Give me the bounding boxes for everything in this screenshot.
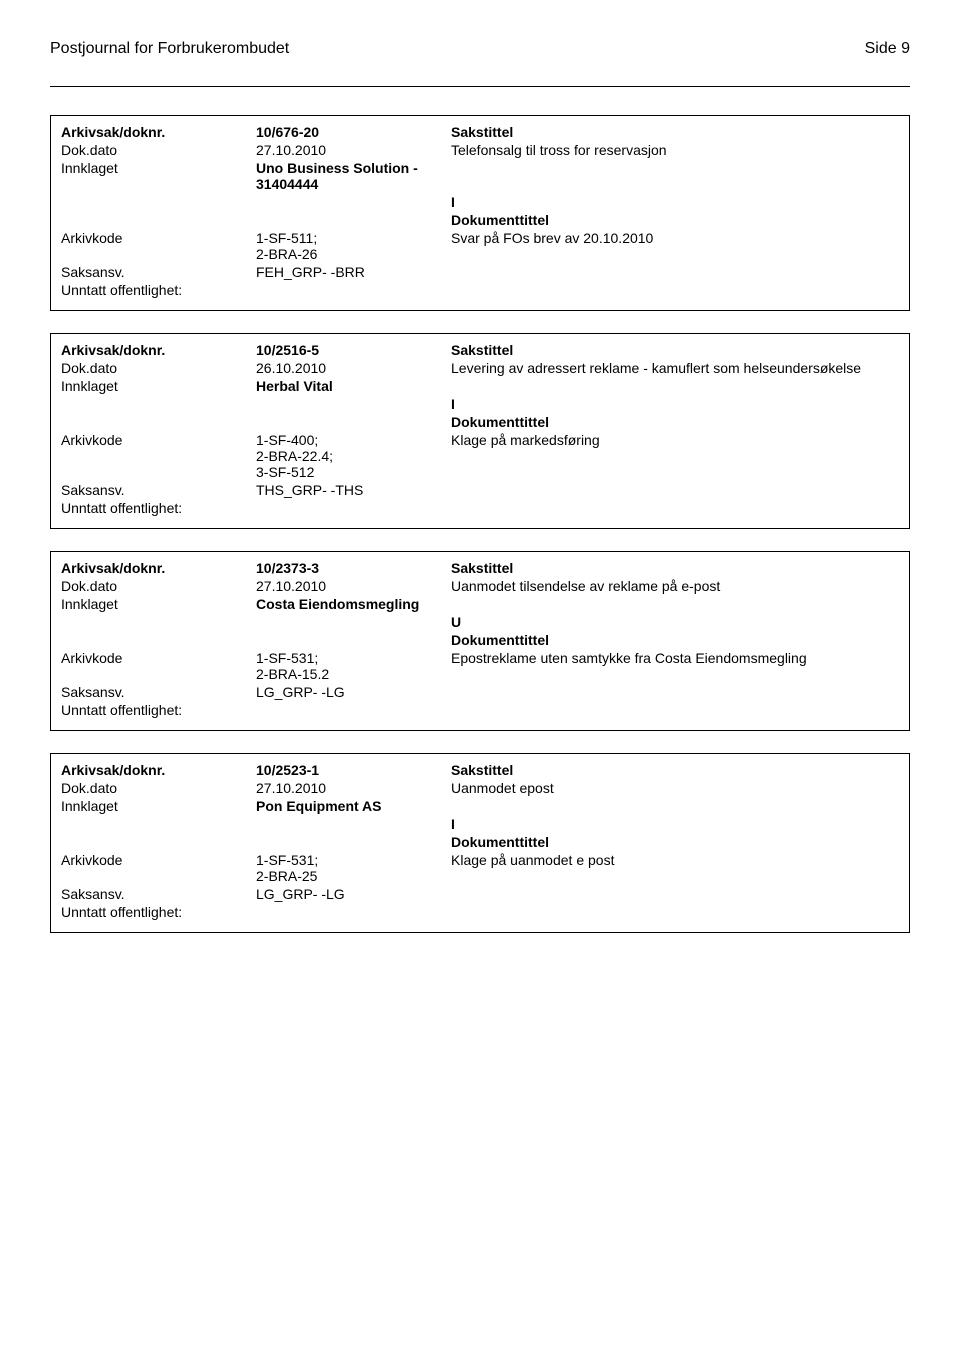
sakstittel-value: Levering av adressert reklame - kamufler… — [451, 360, 899, 376]
arkivsak-label: Arkivsak/doknr. — [61, 560, 256, 576]
dokdato-label: Dok.dato — [61, 780, 256, 796]
arkivsak-value: 10/2516-5 — [256, 342, 451, 358]
arkivsak-label: Arkivsak/doknr. — [61, 124, 256, 140]
unntatt-label: Unntatt offentlighet: — [61, 282, 256, 298]
arkivkode-label: Arkivkode — [61, 432, 256, 448]
saksansv-value: LG_GRP- -LG — [256, 684, 451, 700]
innklaget-label: Innklaget — [61, 596, 256, 612]
saksansv-value: FEH_GRP- -BRR — [256, 264, 451, 280]
saksansv-label: Saksansv. — [61, 264, 256, 280]
arkivkode-value: 1-SF-531; 2-BRA-25 — [256, 852, 451, 884]
sakstittel-label: Sakstittel — [451, 124, 899, 140]
dokdato-value: 27.10.2010 — [256, 578, 451, 594]
saksansv-label: Saksansv. — [61, 684, 256, 700]
saksansv-label: Saksansv. — [61, 886, 256, 902]
innklaget-label: Innklaget — [61, 160, 256, 176]
arkivkode-label: Arkivkode — [61, 230, 256, 246]
innklaget-value: Costa Eiendomsmegling — [256, 596, 451, 612]
dokdato-value: 27.10.2010 — [256, 780, 451, 796]
arkivsak-label: Arkivsak/doknr. — [61, 762, 256, 778]
page-header: Postjournal for Forbrukerombudet Side 9 — [50, 40, 910, 58]
innklaget-label: Innklaget — [61, 798, 256, 814]
saksansv-label: Saksansv. — [61, 482, 256, 498]
sakstittel-value: Uanmodet tilsendelse av reklame på e-pos… — [451, 578, 899, 594]
arkivsak-value: 10/676-20 — [256, 124, 451, 140]
dokumenttittel-value: Svar på FOs brev av 20.10.2010 — [451, 230, 899, 246]
unntatt-label: Unntatt offentlighet: — [61, 702, 256, 718]
record: Arkivsak/doknr.10/676-20Sakstittel Dok.da… — [50, 115, 910, 311]
header-divider — [50, 86, 910, 87]
dokumenttittel-label: Dokumenttittel — [451, 212, 899, 228]
unntatt-label: Unntatt offentlighet: — [61, 904, 256, 920]
sakstittel-value: Uanmodet epost — [451, 780, 899, 796]
record: Arkivsak/doknr.10/2373-3Sakstittel Dok.da… — [50, 551, 910, 731]
innklaget-label: Innklaget — [61, 378, 256, 394]
arkivsak-value: 10/2523-1 — [256, 762, 451, 778]
inout-indicator: U — [451, 614, 899, 630]
saksansv-value: LG_GRP- -LG — [256, 886, 451, 902]
records-container: Arkivsak/doknr.10/676-20SakstittelDok.da… — [50, 115, 910, 933]
dokumenttittel-value: Epostreklame uten samtykke fra Costa Eie… — [451, 650, 899, 666]
sakstittel-label: Sakstittel — [451, 762, 899, 778]
arkivkode-label: Arkivkode — [61, 650, 256, 666]
dokumenttittel-label: Dokumenttittel — [451, 414, 899, 430]
saksansv-value: THS_GRP- -THS — [256, 482, 451, 498]
sakstittel-value: Telefonsalg til tross for reservasjon — [451, 142, 899, 158]
innklaget-value: Herbal Vital — [256, 378, 451, 394]
arkivkode-value: 1-SF-400; 2-BRA-22.4; 3-SF-512 — [256, 432, 451, 480]
arkivkode-value: 1-SF-511; 2-BRA-26 — [256, 230, 451, 262]
arkivkode-label: Arkivkode — [61, 852, 256, 868]
inout-indicator: I — [451, 396, 899, 412]
unntatt-label: Unntatt offentlighet: — [61, 500, 256, 516]
dokumenttittel-label: Dokumenttittel — [451, 632, 899, 648]
sakstittel-label: Sakstittel — [451, 560, 899, 576]
dokdato-label: Dok.dato — [61, 142, 256, 158]
arkivkode-value: 1-SF-531; 2-BRA-15.2 — [256, 650, 451, 682]
dokdato-label: Dok.dato — [61, 360, 256, 376]
dokumenttittel-label: Dokumenttittel — [451, 834, 899, 850]
dokdato-value: 27.10.2010 — [256, 142, 451, 158]
dokdato-value: 26.10.2010 — [256, 360, 451, 376]
inout-indicator: I — [451, 194, 899, 210]
dokumenttittel-value: Klage på uanmodet e post — [451, 852, 899, 868]
arkivsak-label: Arkivsak/doknr. — [61, 342, 256, 358]
dokumenttittel-value: Klage på markedsføring — [451, 432, 899, 448]
innklaget-value: Pon Equipment AS — [256, 798, 451, 814]
innklaget-value: Uno Business Solution - 31404444 — [256, 160, 451, 192]
arkivsak-value: 10/2373-3 — [256, 560, 451, 576]
journal-title: Postjournal for Forbrukerombudet — [50, 40, 289, 58]
dokdato-label: Dok.dato — [61, 578, 256, 594]
page-number: Side 9 — [865, 40, 910, 58]
record: Arkivsak/doknr.10/2523-1Sakstittel Dok.da… — [50, 753, 910, 933]
sakstittel-label: Sakstittel — [451, 342, 899, 358]
inout-indicator: I — [451, 816, 899, 832]
record: Arkivsak/doknr.10/2516-5Sakstittel Dok.da… — [50, 333, 910, 529]
